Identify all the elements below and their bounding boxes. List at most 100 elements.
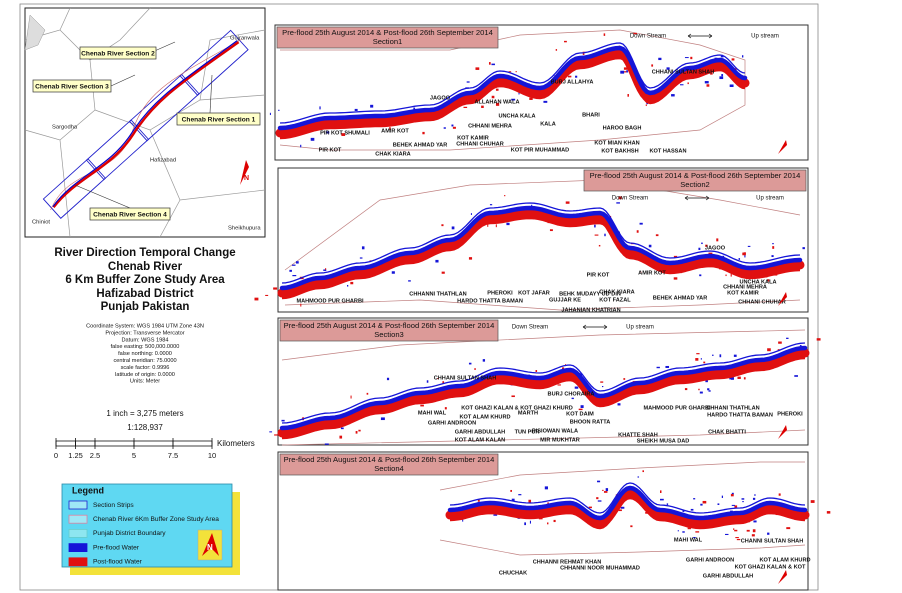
post-flood-channel [279,56,746,140]
water-patch [442,381,445,384]
water-patch [413,107,416,110]
water-patch [746,529,750,532]
water-patch [495,224,497,228]
water-patch [444,407,447,410]
water-patch [633,32,638,35]
water-patch [597,500,602,502]
water-patch [366,392,369,395]
water-patch [482,359,486,362]
water-patch [380,417,385,421]
water-patch [462,519,464,522]
water-patch [292,274,297,277]
water-patch [354,108,358,112]
scale-fraction: 1:128,937 [127,423,163,432]
water-patch [300,144,302,148]
place-label: CHHANNI NOOR MUHAMMAD [560,565,640,571]
water-patch [690,56,693,60]
direction-arrow [684,195,710,201]
water-patch [580,405,584,408]
water-patch [742,501,744,503]
place-label: UNCHA KALA [739,279,776,285]
place-label: TUN PUR [515,429,540,435]
water-patch [474,368,476,370]
scale-segment [94,440,135,447]
legend-label: Pre-flood Water [93,544,140,551]
water-patch [291,264,296,266]
scale-ratio: 1 inch = 3,275 meters [106,409,183,418]
water-patch [618,509,622,512]
scale-unit: Kilometers [217,439,255,448]
water-patch [543,100,548,103]
panel-frame [277,167,809,313]
scale-block: 1 inch = 3,275 meters 1:128,937 0 1.25 2.5 5 7… [54,409,255,460]
legend-swatch [68,543,88,552]
water-patch [794,375,798,377]
water-patch [359,257,363,259]
water-patch [437,378,439,380]
panel: Pre-flood 25th August 2014 & Post-flood … [277,451,831,591]
panel-header: Pre-flood 25th August 2014 & Post-flood … [284,321,495,330]
water-patch [564,40,567,43]
place-label: KOT MIAN KHAN [594,140,639,146]
water-patch [736,538,741,541]
water-patch [535,370,538,373]
water-patch [600,381,604,383]
place-label: MAHMOOD PUR GHARBI [643,405,711,411]
scale-tick-label: 0 [54,451,58,460]
place-label: MIR MUKHTAR [540,437,580,443]
water-patch [408,280,411,282]
water-patch [767,532,770,535]
water-patch [630,525,633,528]
water-patch [289,269,292,272]
water-patch [752,529,756,533]
title-line: Hafizabad District [96,288,193,300]
water-patch [341,133,346,136]
place-label: CHHANI MEHRA [723,284,767,290]
pre-flood-channel [281,342,806,424]
water-patch [340,427,344,430]
pre-flood-channel [449,482,806,514]
place-label: JAGOO [430,95,451,101]
water-patch [508,71,512,73]
place-label: HARDO THATTA BAMAN [707,412,773,418]
place-label: CHAK KIARA [375,151,410,157]
projection-line: central meridian: 75.0000 [113,358,176,364]
water-patch [772,243,774,245]
water-patch [707,388,710,391]
place-label: KOT ALAM KHURD [759,557,810,563]
water-patch [325,268,327,270]
water-patch [422,131,425,135]
place-label: KOT GHAZI KALAN & KOT GHAZI KHURD [461,405,573,411]
water-patch [637,476,640,478]
water-patch [254,297,259,301]
water-patch [386,377,390,381]
water-patch [708,390,711,392]
water-patch [487,223,489,227]
panel-header: Pre-flood 25th August 2014 & Post-flood … [590,171,801,180]
place-label: UNCHA KALA [498,113,535,119]
water-patch [639,222,643,225]
water-patch [389,126,391,130]
section-label: Chenab River Section 1 [182,116,256,123]
water-patch [778,341,782,344]
panel-header-box [279,453,499,476]
water-patch [733,528,735,530]
water-patch [624,71,628,73]
water-patch [799,345,802,347]
water-patch [265,294,269,296]
water-patch [747,245,751,247]
legend-items: Section Strips Chenab River 6Km Buffer Zo… [68,500,219,567]
panel-header: Pre-flood 25th August 2014 & Post-flood … [282,28,493,37]
projection-line: Projection: Transverse Mercator [105,330,184,336]
projection-line: scale factor: 0.9996 [121,365,170,371]
leader-line [209,74,213,114]
water-patch [743,377,746,380]
water-patch [699,391,703,394]
panel: Pre-flood 25th August 2014 & Post-flood … [269,317,821,446]
post-flood-water [275,48,750,138]
water-patch [684,57,689,59]
north-letter: N [207,543,213,552]
scale-segment [55,440,76,447]
place-label: KOT PIR MUHAMMAD [511,147,569,153]
